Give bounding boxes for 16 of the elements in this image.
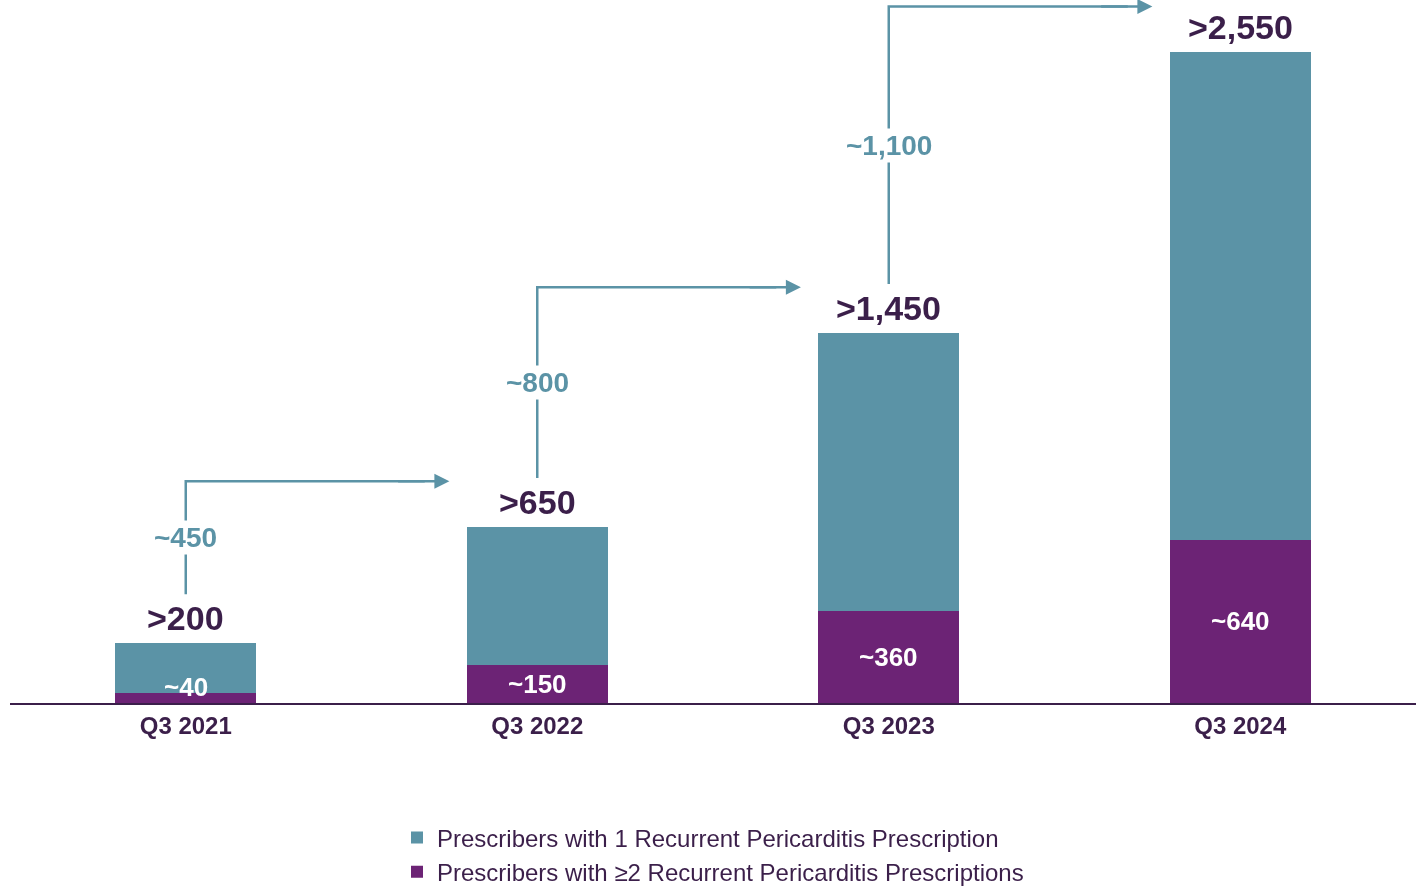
x-tick-label: Q3 2023 xyxy=(842,711,935,739)
legend-label: Prescribers with 1 Recurrent Pericarditis Prescription xyxy=(437,824,999,852)
data-label: ~640 xyxy=(1211,606,1270,636)
total-label: >650 xyxy=(499,483,576,521)
annotation: ~800 xyxy=(506,367,570,398)
x-tick-label: Q3 2024 xyxy=(1194,711,1287,739)
total-label: >200 xyxy=(147,599,224,637)
total-label: >2,550 xyxy=(1188,8,1293,46)
legend-label: Prescribers with ≥2 Recurrent Pericarditis Prescriptions xyxy=(437,859,1024,887)
total-label: >1,450 xyxy=(836,289,941,327)
annotation: ~1,100 xyxy=(846,130,933,161)
data-label: ~150 xyxy=(508,669,567,699)
x-tick-label: Q3 2022 xyxy=(491,711,584,739)
x-tick-label: Q3 2021 xyxy=(139,711,232,739)
data-label: ~360 xyxy=(859,642,918,672)
annotation: ~450 xyxy=(154,522,218,553)
